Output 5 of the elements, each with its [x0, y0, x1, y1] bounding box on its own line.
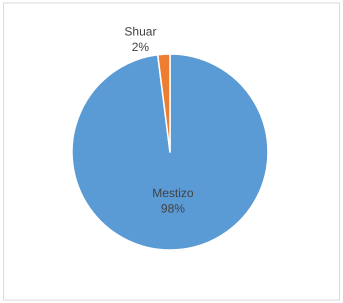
data-label: 2%	[132, 40, 150, 54]
slice-label: Mestizo	[152, 186, 194, 200]
pie-slice	[71, 53, 269, 251]
slice-label: Shuar	[124, 24, 156, 39]
data-label: 98%	[160, 202, 186, 216]
